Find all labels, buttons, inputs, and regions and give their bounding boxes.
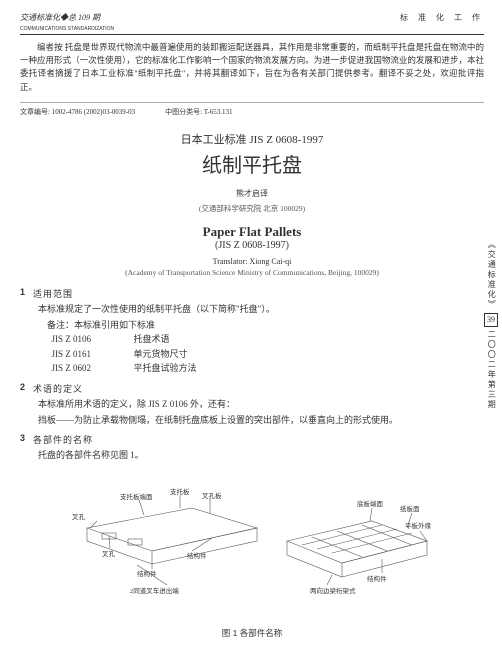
fig-label-9: 底板端面 (357, 499, 384, 508)
fig-label-11: 平板外缘 (405, 521, 432, 530)
header-right: 标 准 化 工 作 (400, 12, 484, 32)
fig-label-3: 叉孔板 (202, 491, 222, 500)
fig-label-6: 结构件 (187, 551, 207, 560)
ref1-code: JIS Z 0106 (52, 332, 122, 346)
section-1-para: 本标准规定了一次性使用的纸制平托盘（以下简称"托盘"）。 (20, 302, 484, 316)
ref3-code: JIS Z 0602 (52, 361, 122, 375)
sidebar-date: 二〇〇二年第三期 (486, 330, 496, 410)
section-1-title: 适用范围 (33, 287, 73, 300)
main-content: 1 适用范围 本标准规定了一次性使用的纸制平托盘（以下简称"托盘"）。 备注：本… (20, 287, 484, 463)
fig-label-1: 支托板端面 (120, 492, 153, 501)
sidebar: 《交通标准化》 39 二〇〇二年第三期 (484, 240, 498, 410)
fig-label-10: 纸板面 (400, 504, 420, 513)
meta-row: 文章编号: 1002-4786 (2002)03-0039-03 中图分类号: … (20, 102, 484, 117)
section-2-p1: 本标准所用术语的定义，除 JIS Z 0106 外，还有： (20, 397, 484, 411)
fig-label-8: 2同道叉车进出端 (130, 586, 179, 595)
title-main: 纸制平托盘 (20, 149, 484, 178)
ref-list: JIS Z 0106 托盘术语 JIS Z 0161 单元货物尺寸 JIS Z 06… (52, 332, 485, 375)
section-2-num: 2 (20, 382, 25, 395)
title-standard: 日本工业标准 JIS Z 0608-1997 (20, 131, 484, 147)
title-en-sub: (JIS Z 0608-1997) (20, 240, 484, 251)
ref3-name: 平托盘试验方法 (134, 361, 197, 375)
header-left: 交通标准化◆总 109 期 (20, 13, 100, 22)
sidebar-page-num: 39 (484, 313, 498, 327)
header-rule (20, 34, 484, 35)
fig-label-12: 结构件 (367, 574, 387, 583)
title-block: 日本工业标准 JIS Z 0608-1997 纸制平托盘 熊才启译 (交通部科学… (20, 131, 484, 277)
ref2-code: JIS Z 0161 (52, 347, 122, 361)
section-1-note: 备注：本标准引用如下标准 (29, 318, 484, 332)
section-3-title: 各部件的名称 (33, 433, 93, 446)
fig-label-5: 叉孔 (102, 550, 116, 558)
title-en: Paper Flat Pallets (20, 224, 484, 240)
figure-1-caption: 图 1 各部件名称 (20, 627, 484, 639)
fig-label-4: 叉孔 (72, 513, 86, 521)
ref1-name: 托盘术语 (134, 332, 170, 346)
class-id: 中图分类号: T-653.131 (165, 107, 232, 117)
fig-label-13: 两向边梁桁架式 (310, 586, 356, 595)
section-2-p2: 挡板——为防止承载物侧塌，在纸制托盘底板上设置的突出部件，以垂直向上的形式使用。 (20, 413, 484, 427)
section-3-p1: 托盘的各部件名称见图 1。 (20, 448, 484, 462)
affiliation-en: (Academy of Transportation Science Minis… (20, 268, 484, 277)
fig-label-2: 支托板 (170, 487, 190, 496)
fig-label-7: 结构件 (137, 569, 157, 578)
pallet-diagram: 支托板端面 支托板 叉孔板 叉孔 叉孔 结构件 结构件 2同道叉车进出端 底板端… (62, 473, 442, 623)
section-3-num: 3 (20, 433, 25, 446)
ref2-name: 单元货物尺寸 (134, 347, 188, 361)
figure-1: 支托板端面 支托板 叉孔板 叉孔 叉孔 结构件 结构件 2同道叉车进出端 底板端… (20, 473, 484, 639)
header-left-sub: COMMUNICATIONS STANDARDIZATION (20, 26, 114, 32)
article-id: 文章编号: 1002-4786 (2002)03-0039-03 (20, 107, 135, 117)
editor-note: 编者按 托盘是世界现代物流中最普遍使用的装卸搬运配送器具，其作用是非常重要的，而… (20, 41, 484, 94)
section-1-num: 1 (20, 287, 25, 300)
translator-en: Translator: Xiong Cai-qi (20, 257, 484, 266)
sidebar-journal: 《交通标准化》 (486, 240, 496, 310)
section-2-title: 术语的定义 (33, 382, 83, 395)
affiliation: (交通部科学研究院 北京 100029) (20, 203, 484, 214)
author: 熊才启译 (20, 188, 484, 199)
